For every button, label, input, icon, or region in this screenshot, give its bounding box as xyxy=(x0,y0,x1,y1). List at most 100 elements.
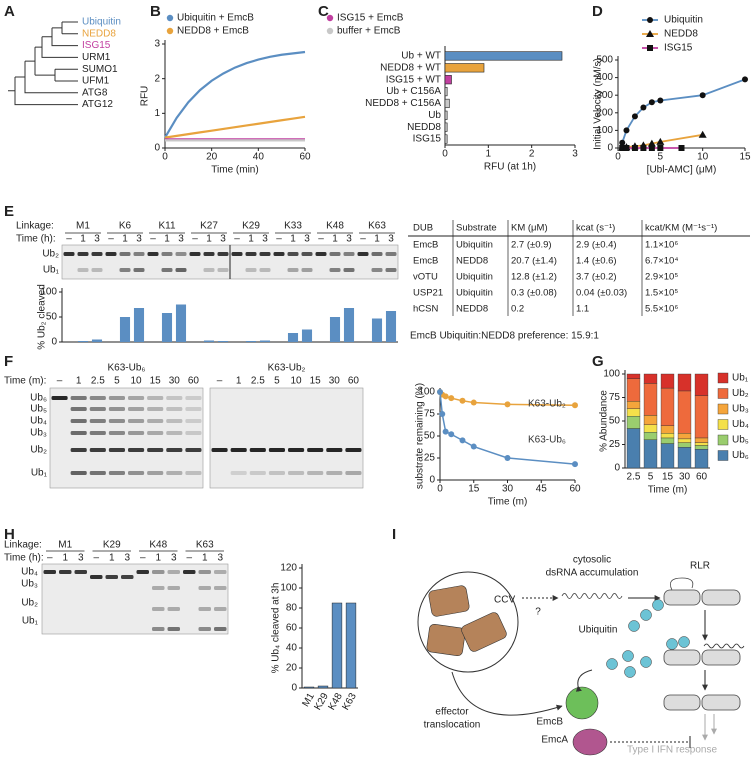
y-tick-label: 100 xyxy=(40,287,57,298)
ubiquitin xyxy=(606,658,618,670)
table-cell: 20.7 (±1.4) xyxy=(511,256,557,267)
data-point xyxy=(631,113,638,120)
x-tick-label: 60 xyxy=(569,484,581,495)
panel-label: G xyxy=(592,353,604,370)
gel-band xyxy=(147,419,164,423)
x-axis-label: Time (m) xyxy=(488,497,528,508)
bar-segment xyxy=(677,442,692,448)
table-cell: 1.1 xyxy=(576,304,589,315)
y-tick-label: 25 xyxy=(609,439,621,450)
emcb xyxy=(565,686,599,720)
bar xyxy=(203,340,215,342)
bar-segment xyxy=(643,432,658,440)
y-tick-label: 3 xyxy=(154,39,160,50)
gel-band xyxy=(230,448,247,452)
x-tick-label: 20 xyxy=(206,152,218,163)
y-axis-label: substrate remaining (%) xyxy=(415,383,426,489)
y-tick-label: NEDD8 + WT xyxy=(380,62,441,73)
gel-band xyxy=(326,471,343,475)
gel-band xyxy=(259,252,271,256)
gel-band xyxy=(108,431,125,435)
tree-label: NEDD8 xyxy=(82,28,116,39)
x-tick-label: 0 xyxy=(442,149,448,160)
legend-swatch xyxy=(326,14,334,22)
y-tick-label: 2 xyxy=(154,73,160,84)
gel-band xyxy=(133,252,145,256)
bar-segment xyxy=(694,442,709,446)
y-tick-label: 25 xyxy=(424,453,436,464)
time-label: 2.5 xyxy=(91,376,105,387)
time-label: 15 xyxy=(310,376,322,387)
tree-label: ATG8 xyxy=(82,87,108,98)
time-label: 3 xyxy=(217,553,223,564)
y-tick-label: 100 xyxy=(418,387,435,398)
gel-band xyxy=(249,471,266,475)
rlr-ubiquitinated xyxy=(701,649,741,666)
time-label: – xyxy=(318,234,324,245)
data-point xyxy=(470,443,477,450)
gel-band xyxy=(77,252,89,256)
bar xyxy=(119,317,131,342)
gel-header: Linkage: xyxy=(16,221,54,232)
time-label: – xyxy=(93,553,99,564)
bar-segment xyxy=(677,390,692,434)
bar-segment xyxy=(660,433,675,439)
y-tick-label: 0 xyxy=(154,143,160,154)
legend-swatch xyxy=(166,27,174,35)
bar-segment xyxy=(677,373,692,392)
series-line xyxy=(621,78,746,144)
gel-band xyxy=(136,570,149,574)
panel-label: B xyxy=(150,3,161,20)
band-label: Ub₂ xyxy=(42,249,59,260)
gel-band xyxy=(128,407,145,411)
gel-band xyxy=(249,448,266,452)
table-cell: 1.4 (±0.6) xyxy=(576,256,617,267)
x-tick-label: 0 xyxy=(437,484,443,495)
y-tick-label: Ub + C156A xyxy=(386,86,441,97)
emca xyxy=(572,728,608,756)
rlr-ubiquitinated xyxy=(663,649,701,666)
legend-swatch xyxy=(717,434,729,446)
table-cell: 2.9 (±0.4) xyxy=(576,240,617,251)
time-label: – xyxy=(108,234,114,245)
table-cell: hCSN xyxy=(413,304,438,315)
bar xyxy=(245,341,257,342)
gel-band xyxy=(288,448,305,452)
table-cell: 0.2 xyxy=(511,304,524,315)
gel-band xyxy=(108,471,125,475)
y-tick-label: Ub + WT xyxy=(401,51,441,62)
tree-label: URM1 xyxy=(82,52,111,63)
data-point xyxy=(459,397,466,404)
bar-segment xyxy=(660,437,675,444)
arrow xyxy=(451,671,563,716)
gel-band xyxy=(152,570,165,574)
data-point xyxy=(439,411,446,417)
legend-swatch xyxy=(166,14,174,22)
bar xyxy=(329,317,341,342)
dsrna-label: dsRNA accumulation xyxy=(546,568,639,579)
ubiquitin xyxy=(666,638,678,650)
gel-band xyxy=(198,586,211,590)
bar-segment xyxy=(643,439,658,469)
time-label: 5 xyxy=(114,376,120,387)
gel-band xyxy=(245,268,257,272)
gel-band xyxy=(185,396,202,400)
table-header: kcat/KM (M⁻¹s⁻¹) xyxy=(645,223,717,234)
data-point xyxy=(442,393,449,400)
bar xyxy=(444,98,450,109)
gel xyxy=(209,387,364,489)
time-label: 3 xyxy=(304,234,310,245)
gel-band xyxy=(108,419,125,423)
rlr xyxy=(663,589,701,606)
band-label: Ub₂ xyxy=(30,445,47,456)
table-header: KM (μM) xyxy=(511,223,548,234)
gel-band xyxy=(70,448,87,452)
table-cell: 5.5×10⁶ xyxy=(645,304,678,315)
y-tick-label: 0 xyxy=(614,463,620,474)
gel-band xyxy=(343,252,355,256)
gel-band xyxy=(167,607,180,611)
x-tick-label: 30 xyxy=(679,472,691,483)
substrate-label: K63-Ub₂ xyxy=(268,363,306,374)
gel-band xyxy=(185,471,202,475)
